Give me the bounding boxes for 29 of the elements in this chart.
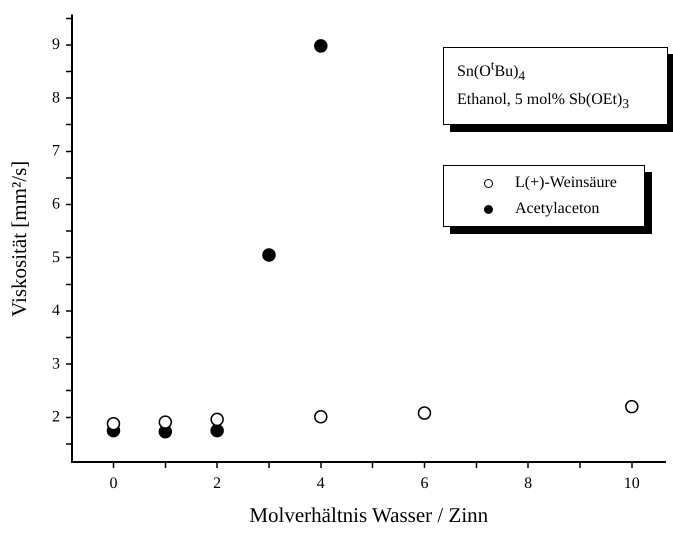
point <box>210 412 224 426</box>
point <box>314 410 328 424</box>
y-tick-label: 3 <box>52 355 60 372</box>
point <box>625 400 639 414</box>
point <box>418 406 432 420</box>
x-axis-title: Molverhältnis Wasser / Zinn <box>249 502 489 527</box>
y-tick-label: 6 <box>52 196 60 213</box>
x-tick-label: 6 <box>420 474 428 492</box>
annotation: Sn(O$^{t}$Bu)$_{4}$ <box>457 58 526 86</box>
x-tick-label: 2 <box>213 474 222 492</box>
y-tick-label: 4 <box>52 302 60 320</box>
annotation: Ethanol, 5 mol% Sb(OEt)$_{3}$ <box>457 90 630 114</box>
y-tick-label: 2 <box>52 408 60 426</box>
legend-label: L(+)-Weinsäure <box>515 173 617 193</box>
x-tick-label: 4 <box>316 474 325 492</box>
point <box>262 248 276 262</box>
legend-label: Acetylaceton <box>515 199 600 219</box>
point <box>158 415 172 429</box>
y-tick-label: 9 <box>52 36 60 54</box>
x-tick-label: 8 <box>524 474 532 492</box>
point <box>106 416 120 430</box>
point <box>210 424 224 438</box>
y-tick-label: 5 <box>52 248 60 266</box>
x-tick-label: 0 <box>109 474 118 492</box>
point <box>314 39 328 53</box>
y-tick-label: 7 <box>52 142 60 160</box>
y-tick-label: 8 <box>52 89 60 106</box>
y-axis-title: Viskosität [mm²/s] <box>7 160 32 317</box>
x-tick-label: 10 <box>624 474 640 492</box>
